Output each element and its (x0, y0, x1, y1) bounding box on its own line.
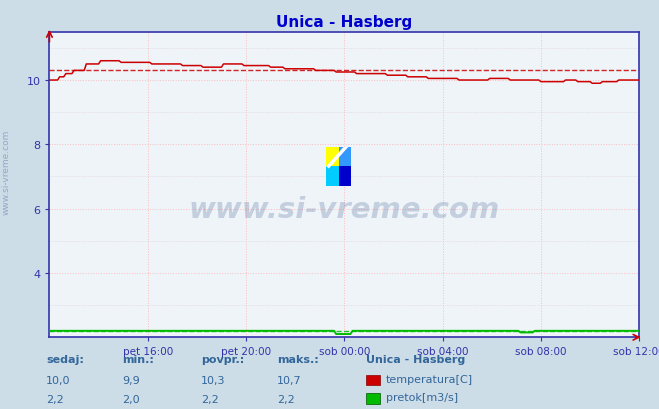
Text: 2,0: 2,0 (122, 393, 140, 404)
Text: 10,3: 10,3 (201, 375, 225, 385)
Text: Unica - Hasberg: Unica - Hasberg (366, 354, 465, 364)
Text: www.si-vreme.com: www.si-vreme.com (188, 196, 500, 223)
Text: 2,2: 2,2 (46, 393, 64, 404)
Text: 2,2: 2,2 (201, 393, 219, 404)
Polygon shape (326, 167, 339, 186)
Text: povpr.:: povpr.: (201, 354, 244, 364)
Title: Unica - Hasberg: Unica - Hasberg (276, 15, 413, 30)
Polygon shape (339, 167, 351, 186)
Text: maks.:: maks.: (277, 354, 318, 364)
Text: 2,2: 2,2 (277, 393, 295, 404)
Text: temperatura[C]: temperatura[C] (386, 374, 473, 384)
Text: 10,0: 10,0 (46, 375, 71, 385)
Polygon shape (339, 147, 351, 167)
Polygon shape (326, 147, 339, 167)
Text: pretok[m3/s]: pretok[m3/s] (386, 392, 457, 402)
Text: www.si-vreme.com: www.si-vreme.com (2, 129, 11, 214)
Text: 10,7: 10,7 (277, 375, 301, 385)
Text: min.:: min.: (122, 354, 154, 364)
Text: 9,9: 9,9 (122, 375, 140, 385)
Text: sedaj:: sedaj: (46, 354, 84, 364)
